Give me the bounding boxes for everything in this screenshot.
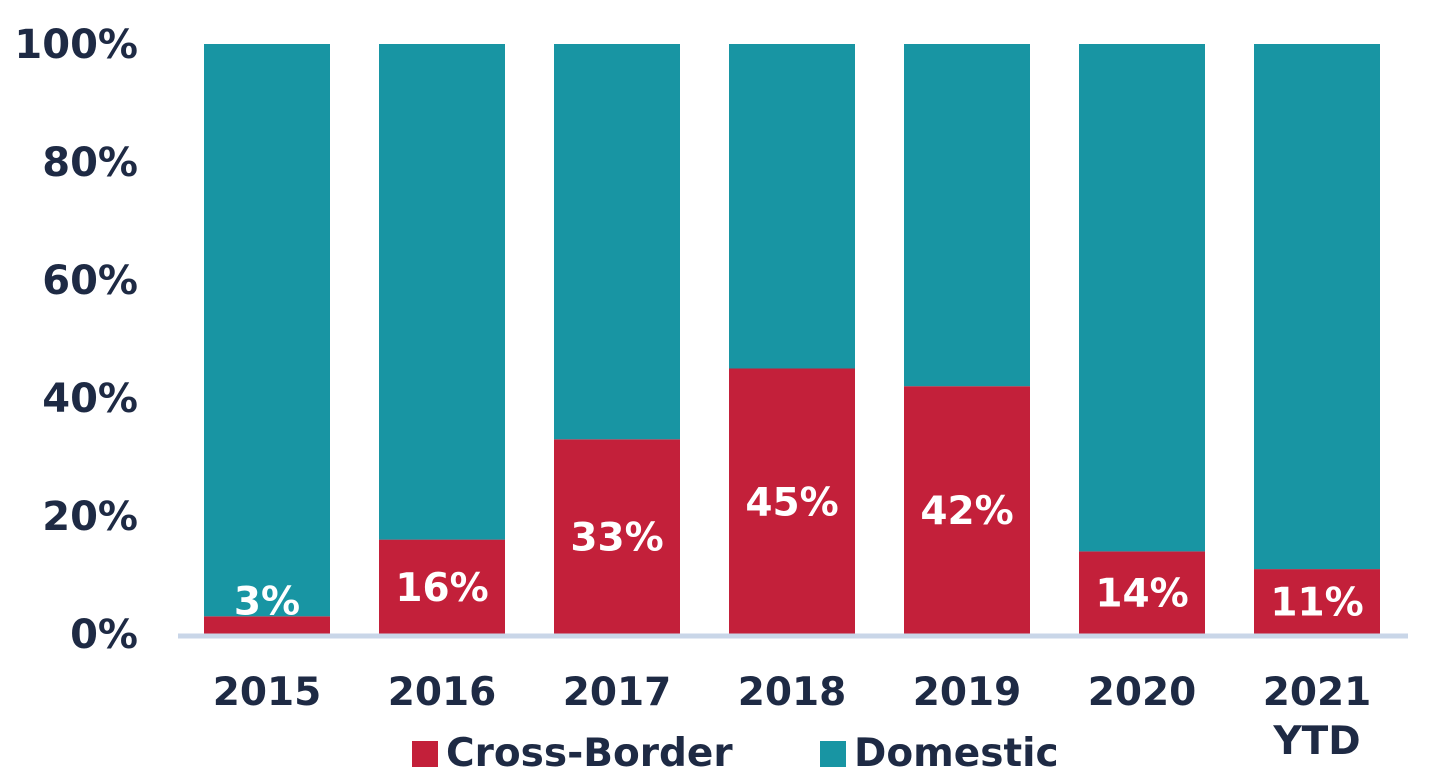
x-tick-label: 2018 (738, 670, 847, 715)
bar-domestic-2017 (554, 44, 680, 440)
x-tick-label: 2019 (913, 670, 1022, 715)
bar-cross-border-2020 (1079, 551, 1205, 634)
y-tick-label: 100% (14, 22, 138, 68)
bar-cross-border-2021-ytd (1254, 569, 1380, 634)
x-tick-label: 2021 YTD (1263, 670, 1372, 764)
y-tick-label: 40% (42, 376, 138, 422)
legend-swatch-cross-border (412, 741, 438, 767)
bar-cross-border-2017 (554, 439, 680, 634)
bar-cross-border-2016 (379, 539, 505, 634)
x-axis-ticks: 2015 2016 2017 2018 2019 2020 2021 YTD (213, 670, 1372, 764)
y-tick-label: 20% (42, 494, 138, 540)
data-label: 42% (920, 489, 1013, 534)
x-tick-label: 2015 (213, 670, 322, 715)
x-tick-label: 2020 (1088, 670, 1197, 715)
bar-cross-border-2018 (729, 368, 855, 634)
legend: Cross-Border Domestic (412, 731, 1059, 776)
data-label: 3% (234, 579, 300, 624)
bar-cross-border-2015 (204, 616, 330, 634)
y-axis-ticks: 0% 20% 40% 60% 80% 100% (14, 22, 138, 658)
bar-cross-border-2019 (904, 386, 1030, 634)
bars (204, 44, 1380, 634)
bar-domestic-2016 (379, 44, 505, 540)
x-tick-label: 2016 (388, 670, 497, 715)
bar-domestic-2019 (904, 44, 1030, 387)
data-label: 16% (395, 566, 488, 611)
data-label: 45% (745, 480, 838, 525)
data-labels: 3% 16% 33% 45% 42% 14% 11% (234, 480, 1364, 625)
legend-swatch-domestic (820, 741, 846, 767)
x-tick-label: 2017 (563, 670, 672, 715)
bar-domestic-2021-ytd (1254, 44, 1380, 570)
legend-label-domestic: Domestic (854, 731, 1059, 776)
bar-domestic-2020 (1079, 44, 1205, 552)
bar-domestic-2015 (204, 44, 330, 617)
bar-domestic-2018 (729, 44, 855, 369)
y-tick-label: 60% (42, 258, 138, 304)
data-label: 11% (1270, 581, 1363, 626)
data-label: 14% (1095, 572, 1188, 617)
y-tick-label: 0% (70, 612, 138, 658)
data-label: 33% (570, 516, 663, 561)
y-tick-label: 80% (42, 140, 138, 186)
legend-label-cross-border: Cross-Border (446, 731, 733, 776)
